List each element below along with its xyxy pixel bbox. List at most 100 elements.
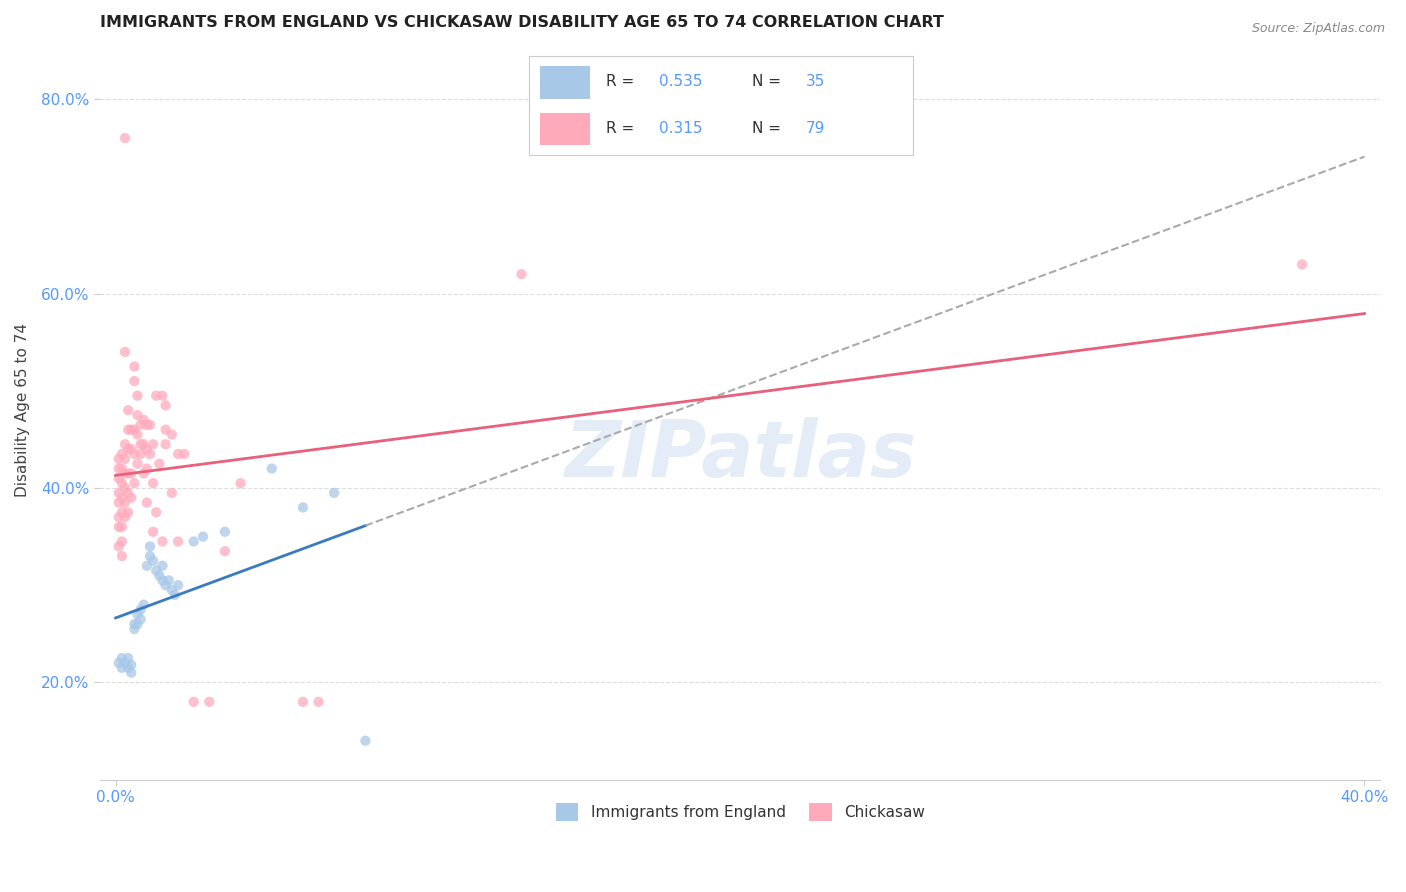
Point [139, 417, 162, 432]
Point [117, 486, 139, 500]
Point [114, 451, 136, 466]
Point [120, 423, 142, 437]
Point [127, 617, 149, 632]
Point [142, 437, 165, 451]
Point [354, 733, 377, 747]
Point [145, 505, 167, 519]
Point [160, 486, 183, 500]
Point [152, 574, 174, 588]
Point [214, 544, 236, 558]
Point [127, 457, 149, 471]
Point [139, 447, 162, 461]
Point [107, 471, 129, 485]
Point [152, 534, 174, 549]
Point [107, 486, 129, 500]
Point [132, 413, 155, 427]
Point [124, 476, 146, 491]
Point [167, 578, 190, 592]
Point [510, 267, 533, 281]
Point [214, 524, 236, 539]
Point [107, 520, 129, 534]
Point [155, 423, 177, 437]
Point [135, 442, 157, 457]
Legend: Immigrants from England, Chickasaw: Immigrants from England, Chickasaw [550, 797, 931, 828]
Y-axis label: Disability Age 65 to 74: Disability Age 65 to 74 [15, 323, 30, 497]
Point [145, 564, 167, 578]
Point [107, 539, 129, 553]
Point [157, 574, 180, 588]
Point [173, 447, 195, 461]
Point [124, 447, 146, 461]
Point [107, 495, 129, 509]
Point [139, 539, 162, 553]
Point [107, 656, 129, 670]
Point [117, 661, 139, 675]
Point [107, 510, 129, 524]
Point [120, 442, 142, 457]
Point [111, 651, 134, 665]
Point [124, 617, 146, 632]
Point [120, 491, 142, 505]
Point [145, 389, 167, 403]
Point [167, 534, 190, 549]
Point [117, 467, 139, 481]
Point [155, 398, 177, 412]
Point [229, 476, 252, 491]
Point [139, 549, 162, 563]
Point [152, 389, 174, 403]
Point [127, 408, 149, 422]
Point [127, 607, 149, 622]
Point [160, 583, 183, 598]
Point [124, 423, 146, 437]
Point [127, 389, 149, 403]
Point [308, 695, 330, 709]
Point [142, 554, 165, 568]
Point [129, 612, 152, 626]
Point [152, 558, 174, 573]
Point [111, 549, 134, 563]
Point [120, 665, 142, 680]
Point [191, 530, 214, 544]
Point [148, 568, 170, 582]
Point [111, 447, 134, 461]
Point [111, 534, 134, 549]
Point [114, 131, 136, 145]
Point [114, 437, 136, 451]
Point [117, 423, 139, 437]
Point [117, 505, 139, 519]
Point [124, 359, 146, 374]
Point [129, 417, 152, 432]
Point [114, 510, 136, 524]
Point [163, 588, 186, 602]
Point [111, 491, 134, 505]
Point [148, 457, 170, 471]
Point [114, 495, 136, 509]
Point [111, 461, 134, 475]
Point [124, 374, 146, 388]
Point [323, 486, 346, 500]
Point [291, 695, 314, 709]
Text: IMMIGRANTS FROM ENGLAND VS CHICKASAW DISABILITY AGE 65 TO 74 CORRELATION CHART: IMMIGRANTS FROM ENGLAND VS CHICKASAW DIS… [100, 15, 943, 30]
Text: ZIPatlas: ZIPatlas [564, 417, 917, 492]
Point [114, 481, 136, 495]
Point [160, 427, 183, 442]
Point [129, 447, 152, 461]
Point [132, 467, 155, 481]
Point [114, 656, 136, 670]
Point [111, 661, 134, 675]
Text: Source: ZipAtlas.com: Source: ZipAtlas.com [1251, 22, 1385, 36]
Point [111, 476, 134, 491]
Point [114, 467, 136, 481]
Point [114, 345, 136, 359]
Point [142, 476, 165, 491]
Point [155, 578, 177, 592]
Point [129, 602, 152, 616]
Point [132, 437, 155, 451]
Point [129, 437, 152, 451]
Point [111, 520, 134, 534]
Point [291, 500, 314, 515]
Point [117, 403, 139, 417]
Point [260, 461, 283, 475]
Point [142, 524, 165, 539]
Point [107, 461, 129, 475]
